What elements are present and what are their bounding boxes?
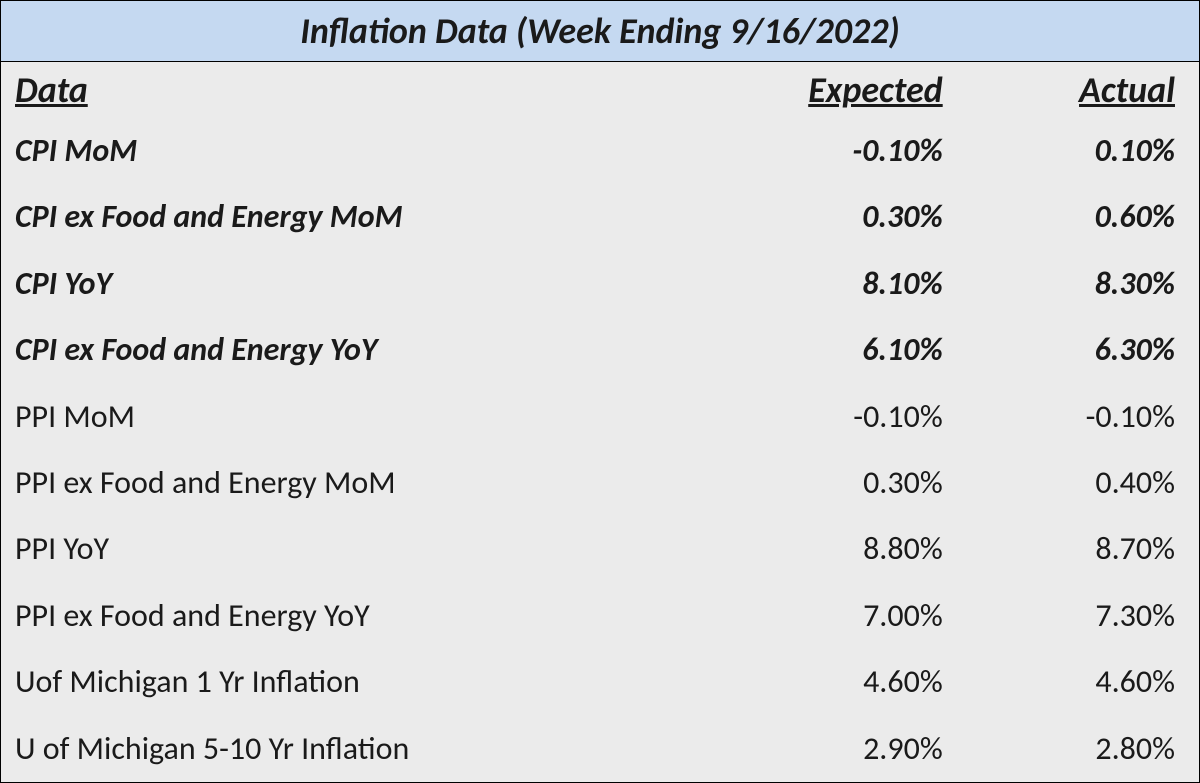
table-row: PPI ex Food and Energy YoY7.00%7.30% (1, 583, 1199, 649)
row-label: PPI YoY (15, 522, 740, 576)
table-body: CPI MoM-0.10%0.10%CPI ex Food and Energy… (1, 118, 1199, 782)
row-expected: 2.90% (740, 722, 962, 776)
row-expected: 7.00% (740, 589, 962, 643)
row-actual: -0.10% (963, 390, 1185, 444)
table-row: CPI ex Food and Energy MoM0.30%0.60% (1, 184, 1199, 250)
row-expected: 6.10% (740, 323, 962, 377)
row-actual: 0.40% (963, 456, 1185, 510)
table-row: PPI ex Food and Energy MoM0.30%0.40% (1, 450, 1199, 516)
row-expected: 8.10% (740, 257, 962, 311)
row-actual: 2.80% (963, 722, 1185, 776)
header-expected: Expected (740, 68, 962, 112)
inflation-table: Inflation Data (Week Ending 9/16/2022) D… (0, 0, 1200, 783)
row-expected: 0.30% (740, 190, 962, 244)
row-expected: 8.80% (740, 522, 962, 576)
table-title: Inflation Data (Week Ending 9/16/2022) (1, 1, 1199, 62)
table-row: Uof Michigan 1 Yr Inflation4.60%4.60% (1, 649, 1199, 715)
row-actual: 8.70% (963, 522, 1185, 576)
row-actual: 0.60% (963, 190, 1185, 244)
row-label: U of Michigan 5-10 Yr Inflation (15, 722, 740, 776)
row-actual: 8.30% (963, 257, 1185, 311)
table-header-row: Data Expected Actual (1, 62, 1199, 118)
table-row: CPI ex Food and Energy YoY6.10%6.30% (1, 317, 1199, 383)
row-label: PPI ex Food and Energy YoY (15, 589, 740, 643)
row-label: CPI ex Food and Energy YoY (15, 323, 740, 377)
row-label: CPI YoY (15, 257, 740, 311)
header-data: Data (15, 68, 740, 112)
row-label: PPI ex Food and Energy MoM (15, 456, 740, 510)
row-expected: 0.30% (740, 456, 962, 510)
row-expected: 4.60% (740, 655, 962, 709)
row-expected: -0.10% (740, 124, 962, 178)
row-label: Uof Michigan 1 Yr Inflation (15, 655, 740, 709)
row-label: PPI MoM (15, 390, 740, 444)
row-expected: -0.10% (740, 390, 962, 444)
table-row: CPI MoM-0.10%0.10% (1, 118, 1199, 184)
header-actual: Actual (963, 68, 1185, 112)
table-row: PPI YoY8.80%8.70% (1, 516, 1199, 582)
row-label: CPI ex Food and Energy MoM (15, 190, 740, 244)
row-label: CPI MoM (15, 124, 740, 178)
row-actual: 0.10% (963, 124, 1185, 178)
table-row: PPI MoM-0.10%-0.10% (1, 384, 1199, 450)
row-actual: 4.60% (963, 655, 1185, 709)
row-actual: 7.30% (963, 589, 1185, 643)
row-actual: 6.30% (963, 323, 1185, 377)
table-row: CPI YoY8.10%8.30% (1, 251, 1199, 317)
table-row: U of Michigan 5-10 Yr Inflation2.90%2.80… (1, 716, 1199, 782)
